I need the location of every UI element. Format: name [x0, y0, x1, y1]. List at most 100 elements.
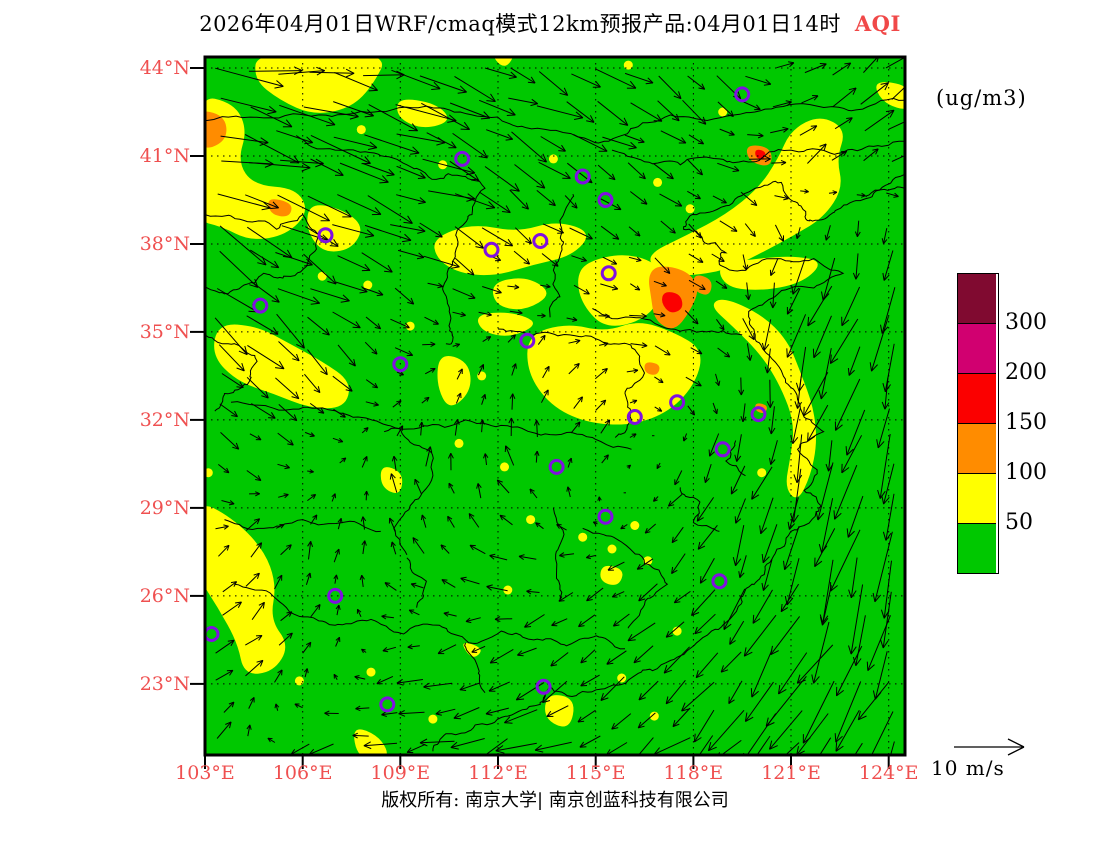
lon-axis-label: 124°E	[858, 762, 919, 784]
city-marker	[519, 332, 536, 349]
city-marker	[454, 150, 471, 167]
city-marker	[734, 86, 751, 103]
colorbar-level-label: 300	[1005, 310, 1047, 335]
province-boundary	[497, 328, 646, 438]
province-boundary	[611, 140, 905, 166]
lat-axis-label: 44°N	[139, 56, 190, 79]
aqi-patch-yellow	[437, 355, 471, 406]
city-marker	[626, 409, 643, 425]
aqi-speckle	[757, 468, 767, 478]
province-boundary	[582, 527, 669, 629]
lon-axis-label: 121°E	[761, 762, 821, 784]
aqi-speckle	[623, 60, 633, 70]
province-boundary	[679, 487, 720, 532]
title-aqi-tag: AQI	[854, 11, 901, 36]
title-main: 2026年04月01日WRF/cmaq模式12km预报产品:04月01日14时	[199, 12, 841, 36]
city-marker	[548, 458, 565, 475]
lat-axis-label: 32°N	[139, 408, 190, 431]
aqi-patch-orange	[205, 111, 227, 148]
colorbar-level-label: 100	[1005, 460, 1047, 485]
aqi-patch-yellow	[477, 312, 533, 336]
city-marker	[750, 406, 767, 423]
city-marker	[597, 192, 614, 208]
province-boundary	[464, 642, 486, 694]
city-marker	[392, 356, 409, 373]
city-marker	[600, 265, 617, 282]
aqi-speckle	[428, 714, 438, 724]
units-label: (ug/m3)	[936, 86, 1027, 110]
city-marker	[535, 678, 552, 695]
aqi-patch-yellow	[205, 506, 286, 674]
lat-axis-label: 35°N	[139, 320, 190, 343]
colorbar-segment	[958, 424, 996, 474]
aqi-patch-yellow	[397, 99, 448, 128]
province-boundary	[406, 557, 427, 608]
aqi-speckle	[653, 177, 663, 187]
aqi-speckle	[503, 585, 513, 595]
lon-axis-label: 115°E	[565, 762, 626, 784]
aqi-speckle	[454, 438, 464, 448]
aqi-colorbar	[957, 273, 999, 574]
lat-axis-label: 38°N	[139, 232, 190, 255]
aqi-patch-yellow	[463, 642, 481, 657]
lat-axis-label: 23°N	[139, 672, 190, 695]
aqi-speckle	[718, 107, 728, 117]
lon-axis-label: 109°E	[370, 762, 431, 784]
province-boundary	[548, 193, 575, 318]
aqi-speckle	[607, 544, 617, 554]
aqi-speckle	[405, 321, 415, 331]
city-marker-layer	[203, 86, 767, 713]
copyright-footer: 版权所有: 南京大学| 南京创蓝科技有限公司	[381, 790, 729, 811]
page-title: 2026年04月01日WRF/cmaq模式12km预报产品:04月01日14时 A…	[0, 8, 1100, 38]
province-boundary	[725, 440, 746, 477]
city-marker	[669, 394, 686, 411]
lon-axis-label: 118°E	[663, 762, 724, 784]
colorbar-segment	[958, 274, 996, 324]
lat-axis-label: 29°N	[139, 496, 190, 519]
aqi-speckle	[643, 556, 653, 566]
province-boundary	[230, 401, 434, 556]
colorbar-level-label: 150	[1005, 410, 1047, 435]
city-marker	[532, 233, 549, 249]
aqi-patch-yellow	[492, 278, 547, 310]
wind-scale-label: 10 m/s	[931, 756, 1005, 780]
aqi-patch-yellow	[494, 57, 513, 66]
colorbar-segment	[958, 374, 996, 424]
aqi-speckle	[617, 673, 627, 683]
colorbar-segment	[958, 474, 996, 524]
lat-axis-label: 41°N	[139, 144, 190, 167]
aqi-patch-yellow	[600, 565, 623, 585]
aqi-speckle	[294, 676, 304, 686]
lon-axis-label: 112°E	[468, 762, 528, 784]
city-marker	[574, 168, 591, 185]
province-boundary	[295, 135, 486, 345]
aqi-speckle	[205, 468, 213, 478]
aqi-speckle	[366, 667, 376, 677]
aqi-patch-yellow	[650, 118, 843, 276]
city-marker	[597, 508, 614, 525]
aqi-patch-yellow	[434, 223, 587, 276]
aqi-speckle	[500, 462, 509, 472]
aqi-speckle	[578, 532, 588, 542]
wind-vector-layer	[214, 57, 905, 755]
city-marker	[317, 227, 334, 244]
colorbar-segment	[958, 524, 996, 573]
aqi-patch-red	[662, 292, 683, 313]
city-marker	[714, 441, 731, 458]
aqi-patch-yellow	[578, 255, 663, 326]
colorbar-segment	[958, 324, 996, 374]
lon-axis-label: 103°E	[175, 762, 235, 784]
aqi-speckle	[317, 271, 327, 281]
aqi-patch-yellow	[876, 82, 905, 109]
province-boundary	[205, 213, 320, 295]
province-boundary	[234, 583, 626, 650]
aqi-speckle	[477, 371, 487, 381]
city-marker	[483, 241, 500, 258]
forecast-map	[190, 55, 907, 769]
aqi-patch-yellow	[527, 323, 701, 425]
province-boundary	[205, 334, 258, 412]
aqi-speckle	[685, 204, 695, 214]
map-frame	[203, 55, 907, 757]
map-canvas	[190, 55, 907, 769]
city-marker	[327, 587, 344, 604]
